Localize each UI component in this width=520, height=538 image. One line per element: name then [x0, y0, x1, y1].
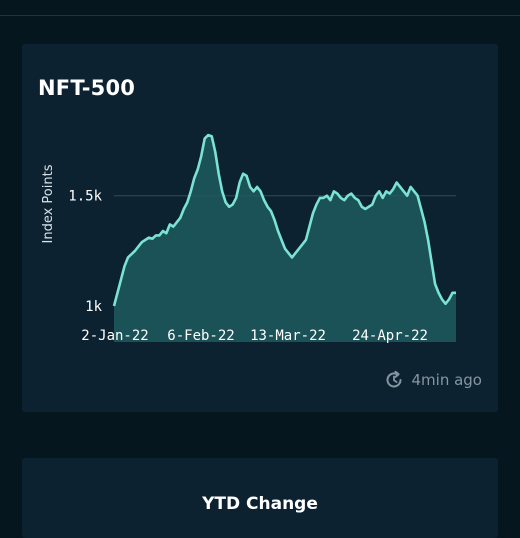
- last-updated-text: 4min ago: [411, 371, 483, 389]
- x-tick-label: 2-Jan-22: [81, 328, 148, 344]
- y-axis-label: Index Points: [41, 164, 56, 243]
- y-tick-label: 1.5k: [68, 189, 102, 205]
- top-divider: [0, 15, 520, 16]
- y-tick-label: 1k: [85, 299, 102, 315]
- index-chart-card: NFT-500 1k 1.5k Index Points 2-Jan-22 6-Feb-…: [22, 44, 498, 412]
- x-tick-label: 13-Mar-22: [250, 328, 326, 344]
- index-chart: 1k 1.5k Index Points 2-Jan-22 6-Feb-22 13-Mar…: [41, 133, 456, 344]
- chart-area-fill: [114, 135, 456, 342]
- chart-series-line: [112, 133, 456, 307]
- x-tick-label: 6-Feb-22: [167, 328, 234, 344]
- ytd-change-card: YTD Change: [22, 458, 498, 538]
- refresh-clock-icon: [386, 370, 401, 388]
- card-title: NFT-500: [38, 76, 136, 100]
- last-updated: 4min ago: [384, 370, 483, 390]
- x-tick-label: 24-Apr-22: [352, 328, 428, 344]
- ytd-change-title: YTD Change: [202, 494, 318, 514]
